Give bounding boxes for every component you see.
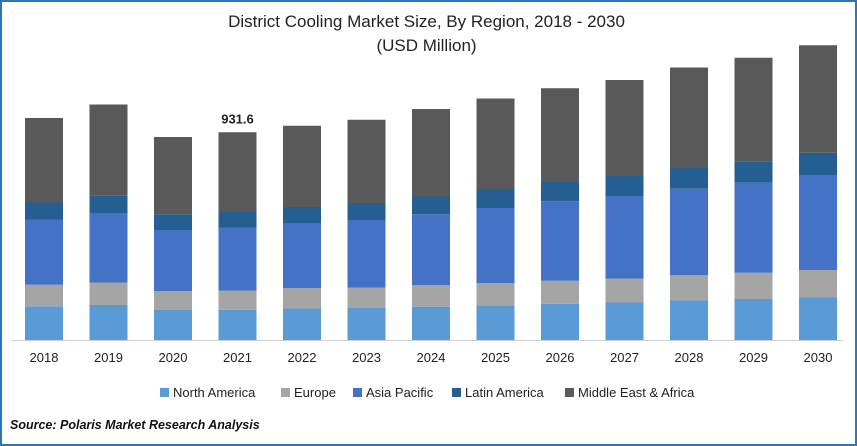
bar-2027-latin-america bbox=[605, 176, 644, 196]
bar-2030-europe bbox=[799, 270, 837, 298]
bar-2018-north-america bbox=[25, 306, 63, 340]
bar-2025-europe bbox=[476, 283, 515, 306]
bar-2029-europe bbox=[734, 272, 773, 299]
x-tick-label: 2022 bbox=[288, 350, 317, 365]
bar-2019-north-america bbox=[89, 305, 128, 340]
x-tick-label: 2020 bbox=[159, 350, 188, 365]
x-tick-label: 2029 bbox=[739, 350, 768, 365]
bar-2026-north-america bbox=[541, 303, 579, 340]
bar-2028-asia-pacific bbox=[670, 188, 708, 276]
bar-2023-europe bbox=[347, 287, 386, 308]
bar-2023-latin-america bbox=[347, 203, 386, 220]
legend-swatch bbox=[565, 388, 574, 397]
x-tick-label: 2024 bbox=[417, 350, 446, 365]
bar-2027-asia-pacific bbox=[605, 196, 644, 279]
bar-2024-north-america bbox=[412, 306, 450, 340]
source-note: Source: Polaris Market Research Analysis bbox=[10, 418, 260, 432]
bar-2023-asia-pacific bbox=[347, 220, 386, 288]
bar-2029-latin-america bbox=[734, 161, 773, 183]
data-label-2021: 931.6 bbox=[221, 111, 254, 126]
legend-swatch bbox=[160, 388, 169, 397]
bar-2026-middle-east-africa bbox=[541, 88, 579, 182]
bar-2022-latin-america bbox=[283, 207, 321, 224]
chart-title: District Cooling Market Size, By Region,… bbox=[228, 12, 625, 31]
bar-2024-europe bbox=[412, 285, 450, 307]
bar-2020-north-america bbox=[154, 310, 192, 340]
bar-2025-north-america bbox=[476, 305, 515, 340]
x-tick-label: 2023 bbox=[352, 350, 381, 365]
bar-2028-latin-america bbox=[670, 168, 708, 189]
bar-2018-middle-east-africa bbox=[25, 118, 63, 203]
bar-2029-north-america bbox=[734, 299, 773, 340]
bar-2026-europe bbox=[541, 280, 579, 304]
bar-2024-asia-pacific bbox=[412, 214, 450, 286]
bar-2021-europe bbox=[218, 290, 257, 310]
x-tick-label: 2018 bbox=[30, 350, 59, 365]
x-tick-label: 2026 bbox=[546, 350, 575, 365]
legend-swatch bbox=[353, 388, 362, 397]
bar-2022-north-america bbox=[283, 308, 321, 340]
legend-entry: Middle East & Africa bbox=[578, 385, 695, 400]
x-tick-label: 2019 bbox=[94, 350, 123, 365]
bar-2021-north-america bbox=[218, 309, 257, 340]
bar-2027-europe bbox=[605, 278, 644, 303]
legend-swatch bbox=[452, 388, 461, 397]
x-tick-label: 2025 bbox=[481, 350, 510, 365]
bar-2026-asia-pacific bbox=[541, 201, 579, 281]
x-tick-label: 2021 bbox=[223, 350, 252, 365]
bar-2023-middle-east-africa bbox=[347, 119, 386, 203]
bar-2020-latin-america bbox=[154, 214, 192, 230]
bar-2018-europe bbox=[25, 284, 63, 307]
bar-2021-middle-east-africa bbox=[218, 132, 257, 212]
bar-2029-middle-east-africa bbox=[734, 57, 773, 162]
bar-2030-asia-pacific bbox=[799, 175, 837, 270]
x-tick-label: 2030 bbox=[804, 350, 833, 365]
bar-2018-latin-america bbox=[25, 202, 63, 220]
bar-2022-asia-pacific bbox=[283, 223, 321, 289]
bar-2027-north-america bbox=[605, 302, 644, 340]
chart-subtitle: (USD Million) bbox=[376, 36, 477, 55]
bar-2019-middle-east-africa bbox=[89, 104, 128, 196]
bar-2026-latin-america bbox=[541, 182, 579, 202]
bar-2030-north-america bbox=[799, 297, 837, 340]
bar-2024-latin-america bbox=[412, 196, 450, 215]
bar-2029-asia-pacific bbox=[734, 182, 773, 273]
bar-2020-asia-pacific bbox=[154, 230, 192, 291]
bar-2028-europe bbox=[670, 275, 708, 301]
bar-2018-asia-pacific bbox=[25, 219, 63, 285]
bar-2019-asia-pacific bbox=[89, 213, 128, 283]
bar-2023-north-america bbox=[347, 308, 386, 340]
bar-2019-latin-america bbox=[89, 195, 128, 213]
legend-entry: Asia Pacific bbox=[366, 385, 434, 400]
legend-entry: Europe bbox=[294, 385, 336, 400]
bar-2028-north-america bbox=[670, 300, 708, 340]
x-tick-label: 2028 bbox=[675, 350, 704, 365]
bar-2030-latin-america bbox=[799, 152, 837, 175]
bar-2025-latin-america bbox=[476, 189, 515, 208]
bar-2020-middle-east-africa bbox=[154, 137, 192, 215]
bar-2021-latin-america bbox=[218, 211, 257, 228]
legend-entry: North America bbox=[173, 385, 256, 400]
bar-2022-middle-east-africa bbox=[283, 125, 321, 207]
bar-2025-middle-east-africa bbox=[476, 98, 515, 190]
bar-2028-middle-east-africa bbox=[670, 67, 708, 168]
bar-2021-asia-pacific bbox=[218, 227, 257, 291]
bar-2022-europe bbox=[283, 288, 321, 309]
bar-2025-asia-pacific bbox=[476, 208, 515, 283]
bar-2030-middle-east-africa bbox=[799, 45, 837, 153]
bar-2027-middle-east-africa bbox=[605, 80, 644, 176]
bar-2024-middle-east-africa bbox=[412, 109, 450, 197]
bar-2020-europe bbox=[154, 291, 192, 310]
x-tick-label: 2027 bbox=[610, 350, 639, 365]
legend-swatch bbox=[281, 388, 290, 397]
legend-entry: Latin America bbox=[465, 385, 545, 400]
bar-2019-europe bbox=[89, 282, 128, 305]
